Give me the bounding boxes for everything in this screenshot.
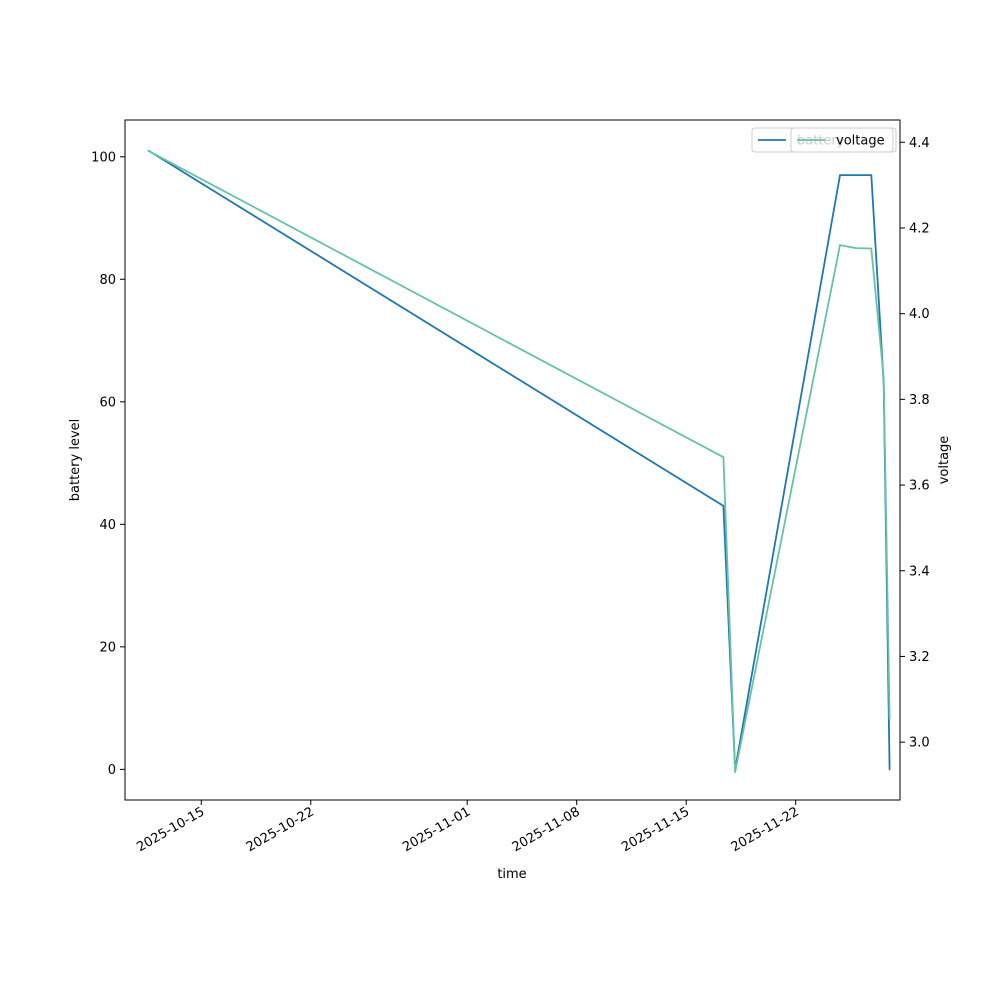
data-point-voltage (854, 247, 857, 250)
axes-frame (124, 119, 901, 801)
y-tick-label: 40 (99, 518, 116, 533)
y-tick-label: 0 (108, 763, 116, 778)
data-point-voltage (888, 717, 891, 720)
y2-tick-label: 3.4 (909, 564, 930, 579)
data-point-voltage (839, 244, 841, 247)
plot-area (147, 149, 891, 773)
y2-tick-label: 3.6 (909, 479, 930, 494)
x-axis-label: time (497, 867, 526, 882)
legend-voltage: voltage (790, 127, 894, 153)
data-point-voltage (734, 771, 736, 773)
data-point-voltage (147, 150, 150, 152)
series-line-voltage (148, 150, 891, 773)
y-tick-label: 20 (99, 640, 116, 655)
data-point-voltage (870, 247, 873, 250)
legend-label: voltage (836, 134, 885, 149)
data-point-voltage (882, 377, 885, 379)
y2-tick-label: 4.2 (909, 221, 930, 236)
y-tick-label: 60 (99, 395, 116, 410)
data-point-voltage (722, 456, 725, 459)
y2-tick-label: 4.4 (909, 136, 930, 151)
y-axis-label: battery level (68, 419, 83, 502)
y2-tick-label: 4.0 (909, 307, 930, 322)
data-point-battery (722, 505, 725, 507)
y2-axis-label: voltage (937, 436, 952, 485)
y-axis-left: 0 20 40 60 80 100 (91, 150, 125, 778)
legends: batteryvoltage (751, 127, 897, 153)
data-point-battery (888, 768, 891, 771)
y-axis-right: 3.0 3.2 3.4 3.6 3.8 4.0 4.2 4.4 (900, 136, 930, 751)
y2-tick-label: 3.0 (909, 736, 930, 751)
y2-tick-label: 3.8 (909, 393, 930, 408)
legend-box (790, 127, 894, 153)
y-tick-label: 80 (99, 273, 116, 288)
y2-tick-label: 3.2 (909, 650, 930, 665)
y-tick-label: 100 (91, 150, 116, 165)
data-point-battery (870, 174, 873, 177)
data-point-battery (839, 174, 841, 177)
